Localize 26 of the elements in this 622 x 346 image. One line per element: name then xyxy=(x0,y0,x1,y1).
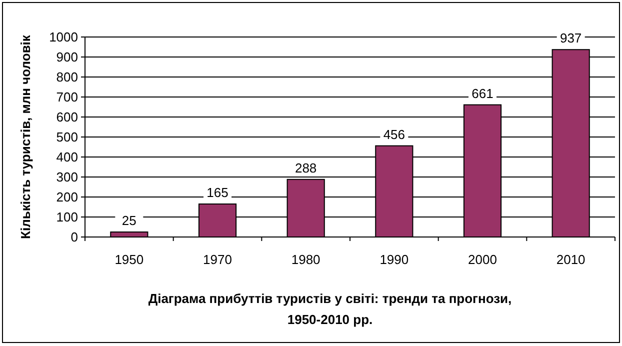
data-label: 288 xyxy=(294,160,317,176)
y-tick-label: 200 xyxy=(56,190,78,205)
x-tick-label: 1980 xyxy=(291,252,320,267)
data-label: 937 xyxy=(560,30,582,46)
y-tick-label: 700 xyxy=(56,90,78,105)
y-tick-label: 100 xyxy=(56,210,78,225)
data-label: 165 xyxy=(206,185,228,200)
data-label: 25 xyxy=(122,213,136,228)
y-tick-label: 500 xyxy=(56,130,78,145)
x-tick-label: 1970 xyxy=(203,252,232,267)
y-tick-label: 300 xyxy=(56,170,78,185)
y-tick-label: 600 xyxy=(56,110,78,125)
y-tick-label: 1000 xyxy=(49,30,78,45)
y-tick-label: 900 xyxy=(56,50,78,65)
text: Діаграма прибуттів туристів у світі: тренди та прогнози, 1950-2010 рр. xyxy=(148,291,512,327)
y-tick-label: 400 xyxy=(56,150,78,165)
data-label: 661 xyxy=(472,86,494,101)
y-tick-label: 0 xyxy=(70,230,78,245)
x-tick-label: 1990 xyxy=(380,252,409,267)
y-axis-title: Кількість туристів, млн чоловік xyxy=(18,34,33,239)
data-label: 456 xyxy=(383,126,406,142)
x-tick-label: 2000 xyxy=(468,252,497,267)
x-tick-label: 1950 xyxy=(114,252,144,267)
bar xyxy=(110,232,148,238)
x-tick-label: 2010 xyxy=(556,252,586,267)
y-tick-label: 800 xyxy=(56,70,78,85)
